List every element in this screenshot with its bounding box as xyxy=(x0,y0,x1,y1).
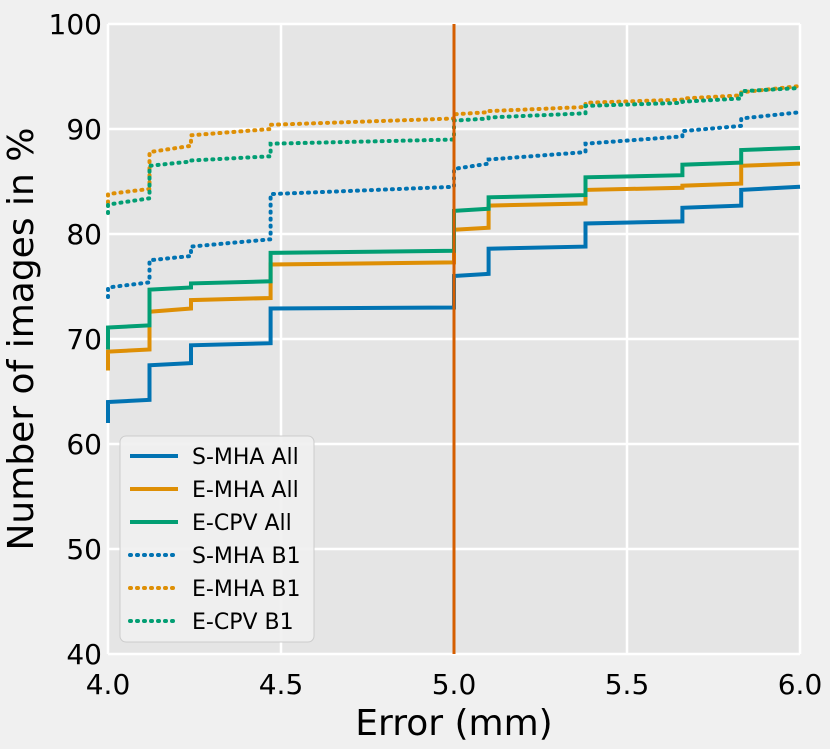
y-tick-label: 70 xyxy=(66,323,102,356)
x-ticks: 4.0 4.5 5.0 5.5 6.0 xyxy=(86,668,823,701)
x-axis-label: Error (mm) xyxy=(355,703,552,744)
legend: S-MHA All E-MHA All E-CPV All S-MHA B1 E-MHA… xyxy=(119,435,315,643)
x-tick-label: 4.5 xyxy=(259,668,304,701)
legend-label: S-MHA B1 xyxy=(192,544,301,569)
y-ticks: 40 50 60 70 80 90 100 xyxy=(49,8,102,671)
legend-label: E-MHA B1 xyxy=(192,577,301,602)
y-tick-label: 50 xyxy=(66,533,102,566)
legend-label: S-MHA All xyxy=(192,445,299,470)
x-tick-label: 5.5 xyxy=(605,668,650,701)
legend-label: E-CPV All xyxy=(192,511,292,536)
y-tick-label: 40 xyxy=(66,638,102,671)
y-tick-label: 90 xyxy=(66,113,102,146)
y-axis-label: Number of images in % xyxy=(1,128,42,551)
x-tick-label: 4.0 xyxy=(86,668,131,701)
x-tick-label: 5.0 xyxy=(432,668,477,701)
legend-label: E-CPV B1 xyxy=(192,610,294,635)
y-tick-label: 60 xyxy=(66,428,102,461)
y-tick-label: 80 xyxy=(66,218,102,251)
y-tick-label: 100 xyxy=(49,8,102,41)
series-s-mha-b1 xyxy=(106,110,802,299)
legend-label: E-MHA All xyxy=(192,478,299,503)
x-tick-label: 6.0 xyxy=(778,668,823,701)
